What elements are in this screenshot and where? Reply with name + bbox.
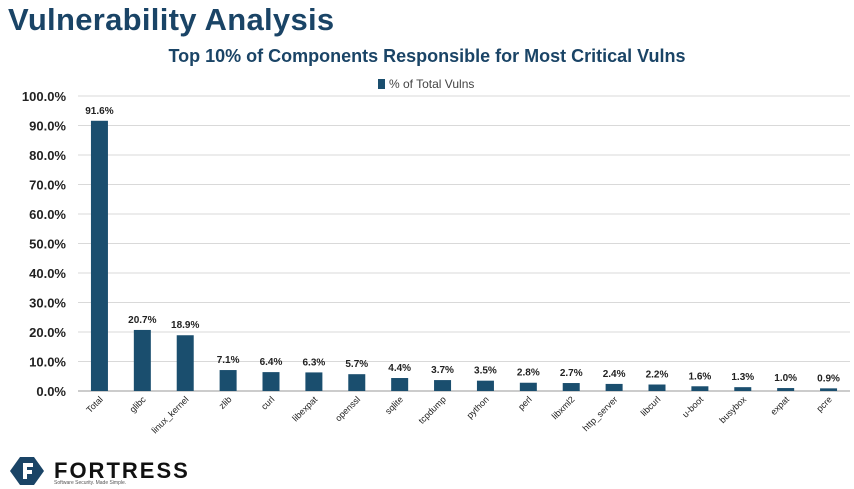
x-tick-label: curl [259,394,276,411]
x-tick-label: libcurl [639,394,663,418]
y-tick-label: 30.0% [29,296,66,311]
bar [391,378,409,391]
data-label: 2.2% [646,370,669,381]
y-tick-label: 80.0% [29,148,66,163]
x-tick-label: perl [516,394,534,412]
chart-legend: % of Total Vulns [378,77,474,91]
data-label: 6.3% [302,357,325,368]
fortress-logo-icon [10,457,44,485]
data-label: 2.4% [603,369,626,380]
bar [90,120,108,391]
x-tick-label: libxml2 [550,394,577,421]
data-label: 1.6% [688,371,711,382]
x-tick-label: linux_kernel [150,394,191,435]
data-label: 2.8% [517,368,540,379]
bar [476,380,494,391]
bar [262,372,280,391]
data-label: 91.6% [85,106,113,117]
bar [305,372,323,391]
y-tick-label: 10.0% [29,355,66,370]
y-tick-label: 20.0% [29,325,66,340]
data-label: 3.5% [474,366,497,377]
data-label: 0.9% [817,373,840,384]
chart-title: Top 10% of Components Responsible for Mo… [168,46,686,66]
x-tick-label: libexpat [290,394,319,423]
data-label: 18.9% [171,320,199,331]
bar [734,387,752,391]
bar [605,383,623,391]
logo-wordmark: FORTRESS [54,458,190,483]
x-tick-label: zlib [217,394,234,411]
data-label: 1.0% [774,373,797,384]
y-tick-label: 50.0% [29,237,66,252]
x-tick-label: tcpdump [416,394,447,425]
x-tick-label: python [465,394,491,420]
slide-title: Vulnerability Analysis [8,2,335,37]
bar [562,383,580,391]
bar [348,374,366,391]
y-tick-label: 90.0% [29,119,66,134]
x-tick-label: openssl [333,394,362,423]
data-label: 20.7% [128,315,156,326]
bar [777,388,795,391]
bar [691,386,709,391]
data-label: 4.4% [388,363,411,374]
x-tick-label: sqlite [383,394,405,416]
y-tick-label: 0.0% [36,384,66,399]
x-tick-label: pcre [815,394,834,413]
bar [434,380,452,391]
data-label: 6.4% [260,357,283,368]
x-tick-label: busybox [717,394,748,425]
data-label: 7.1% [217,355,240,366]
y-tick-label: 70.0% [29,178,66,193]
bar [176,335,194,391]
bar [219,370,237,391]
y-tick-label: 60.0% [29,207,66,222]
x-tick-label: http_server [581,394,620,433]
data-label: 2.7% [560,368,583,379]
logo-tagline: Software Security. Made Simple. [54,480,127,486]
x-tick-label: u-boot [680,394,705,419]
legend-label: % of Total Vulns [389,77,475,91]
fortress-logo: FORTRESS Software Security. Made Simple. [8,455,238,489]
bar [820,388,838,391]
y-tick-label: 100.0% [22,89,67,104]
bar [133,329,151,391]
data-label: 3.7% [431,365,454,376]
x-tick-label: Total [84,394,105,415]
data-label: 1.3% [731,372,754,383]
x-tick-label: expat [768,394,791,417]
y-tick-label: 40.0% [29,266,66,281]
data-label: 5.7% [345,359,368,370]
bar [519,382,537,391]
bar-chart: 0.0% 10.0% 20.0% 30.0% 40.0% 50.0% 60.0% 70.0% 8… [22,89,850,435]
x-tick-label: glibc [128,394,149,415]
legend-swatch [378,79,385,89]
bar [648,384,666,391]
